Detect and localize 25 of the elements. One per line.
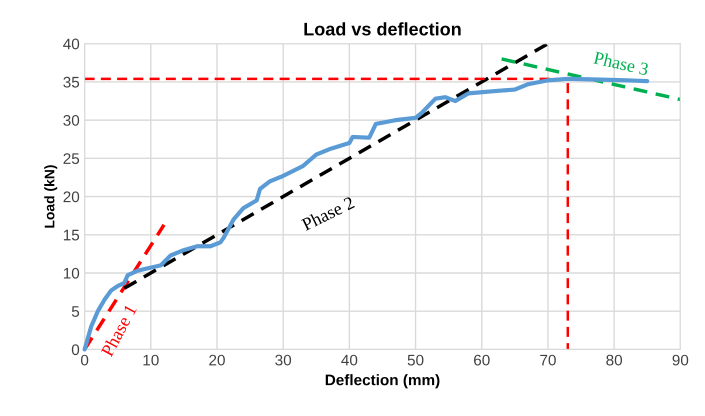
y-tick-label: 20 (64, 191, 80, 202)
y-tick-label: 40 (63, 38, 80, 50)
y-axis-title: Load (kN) (44, 165, 58, 228)
chart-title: Load vs deflection (304, 22, 461, 36)
x-tick-label: 20 (209, 354, 225, 366)
y-tick-label: 30 (63, 114, 80, 126)
x-tick-label: 90 (672, 354, 688, 366)
x-tick-label: 30 (275, 354, 292, 366)
x-tick-label: 80 (606, 354, 622, 366)
y-tick-label: 5 (72, 306, 80, 317)
x-tick-label: 60 (474, 354, 490, 366)
y-tick-label: 15 (64, 230, 80, 240)
y-tick-label: 10 (64, 268, 80, 279)
x-tick-label: 10 (143, 354, 159, 366)
x-tick-label: 40 (341, 354, 358, 366)
y-tick-label: 25 (64, 153, 80, 164)
x-tick-label: 50 (408, 354, 424, 366)
x-axis-title: Deflection (mm) (326, 374, 440, 388)
x-tick-label: 0 (80, 354, 88, 366)
annotation: Phase 3 (593, 50, 650, 76)
annotation: Phase 2 (300, 196, 355, 231)
y-tick-label: 35 (63, 76, 80, 88)
y-tick-label: 0 (72, 344, 80, 356)
x-tick-label: 70 (540, 354, 556, 366)
annotation: Phase 1 (100, 304, 137, 358)
